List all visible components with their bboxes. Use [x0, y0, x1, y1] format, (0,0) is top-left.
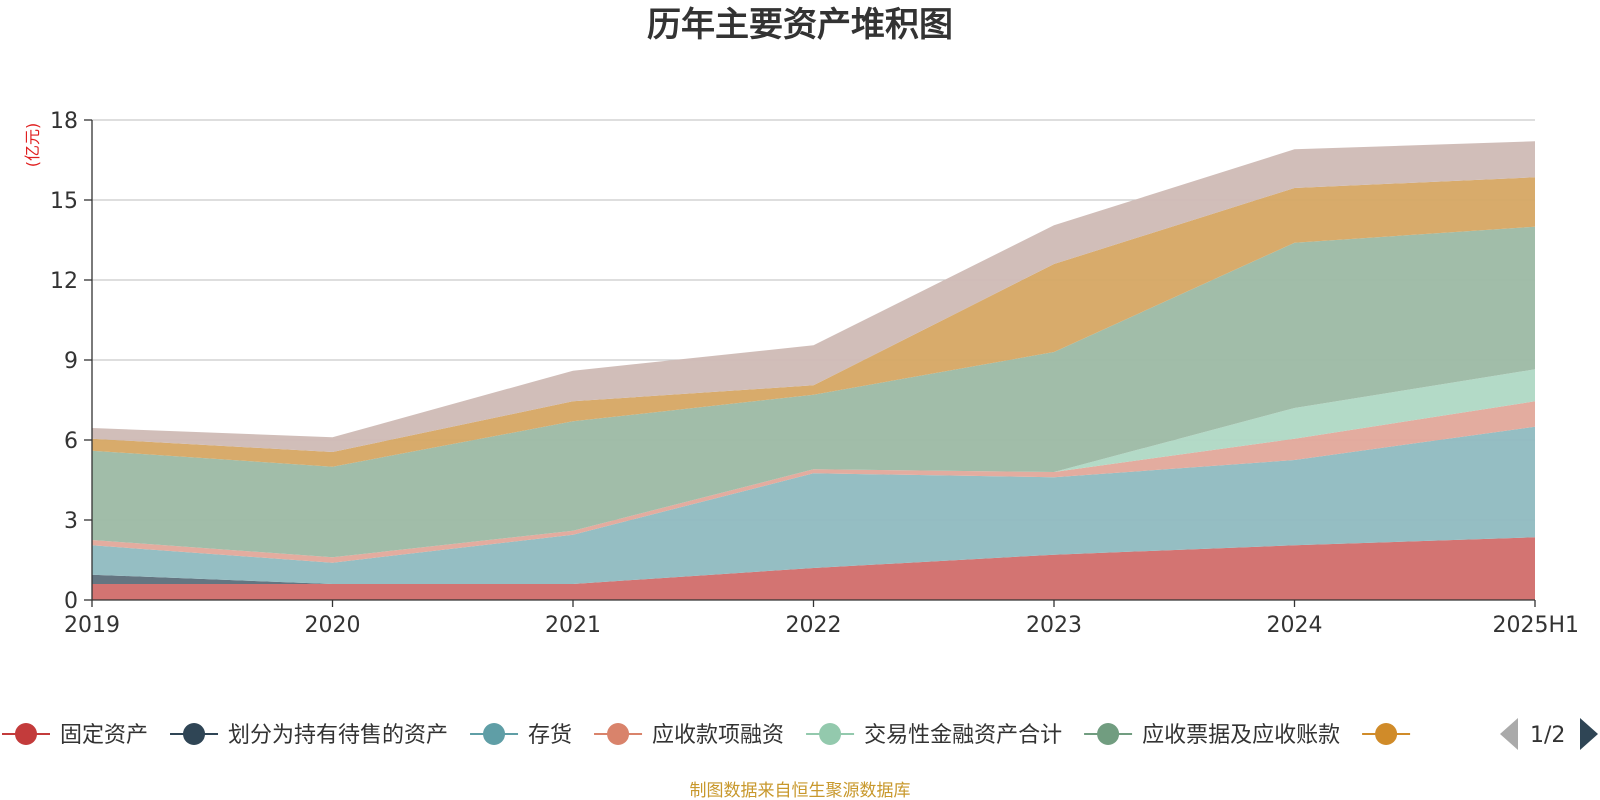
- legend-marker-icon[interactable]: [1375, 723, 1398, 745]
- legend-page-indicator: 1/2: [1530, 723, 1565, 748]
- y-tick-label: 9: [64, 349, 78, 374]
- x-tick-label: 2022: [786, 613, 842, 638]
- legend-marker-icon[interactable]: [607, 723, 630, 745]
- legend-prev-icon[interactable]: [1500, 718, 1518, 750]
- x-tick-label: 2023: [1026, 613, 1082, 638]
- legend-marker-icon[interactable]: [183, 723, 206, 745]
- y-tick-label: 18: [50, 109, 78, 134]
- legend-label[interactable]: 固定资产: [60, 723, 148, 748]
- x-tick-label: 2021: [545, 613, 601, 638]
- legend-marker-icon[interactable]: [483, 723, 506, 745]
- legend-marker-icon[interactable]: [15, 723, 37, 745]
- legend-pager: 1/2: [1500, 718, 1598, 750]
- y-tick-label: 0: [64, 589, 78, 614]
- legend-label[interactable]: 应收票据及应收账款: [1142, 723, 1340, 748]
- area-series-5: [92, 226, 1535, 558]
- y-tick-label: 3: [64, 509, 78, 534]
- legend-label[interactable]: 交易性金融资产合计: [864, 723, 1062, 748]
- x-tick-label: 2025H1: [1492, 613, 1579, 638]
- y-tick-label: 6: [64, 429, 78, 454]
- area-series-7: [92, 141, 1535, 453]
- series-areas: [92, 141, 1535, 600]
- source-note: 制图数据来自恒生聚源数据库: [690, 781, 911, 800]
- legend: 固定资产 划分为持有待售的资产 存货 应收款项融资 交易性金融资产合计 应收票据及应收账款: [2, 723, 1411, 748]
- area-series-6: [92, 177, 1535, 467]
- legend-label[interactable]: 存货: [528, 723, 572, 748]
- y-tick-label: 15: [50, 189, 78, 214]
- x-tick-label: 2024: [1267, 613, 1323, 638]
- x-tick-label: 2020: [305, 613, 361, 638]
- legend-label[interactable]: 应收款项融资: [652, 723, 784, 748]
- y-unit-label: (亿元): [23, 123, 42, 168]
- legend-label[interactable]: 划分为持有待售的资产: [228, 723, 448, 748]
- axes: 0 3 6 9 12 15 18 2019 2020 2021 2022 2023 2024 2025H1: [50, 109, 1579, 638]
- y-tick-label: 12: [50, 269, 78, 294]
- x-tick-label: 2019: [64, 613, 120, 638]
- area-series-0: [92, 537, 1535, 600]
- chart-title: 历年主要资产堆积图: [647, 5, 953, 45]
- legend-next-icon[interactable]: [1580, 718, 1598, 750]
- legend-marker-icon[interactable]: [1097, 723, 1120, 745]
- area-series-2: [92, 426, 1535, 584]
- legend-marker-icon[interactable]: [819, 723, 842, 745]
